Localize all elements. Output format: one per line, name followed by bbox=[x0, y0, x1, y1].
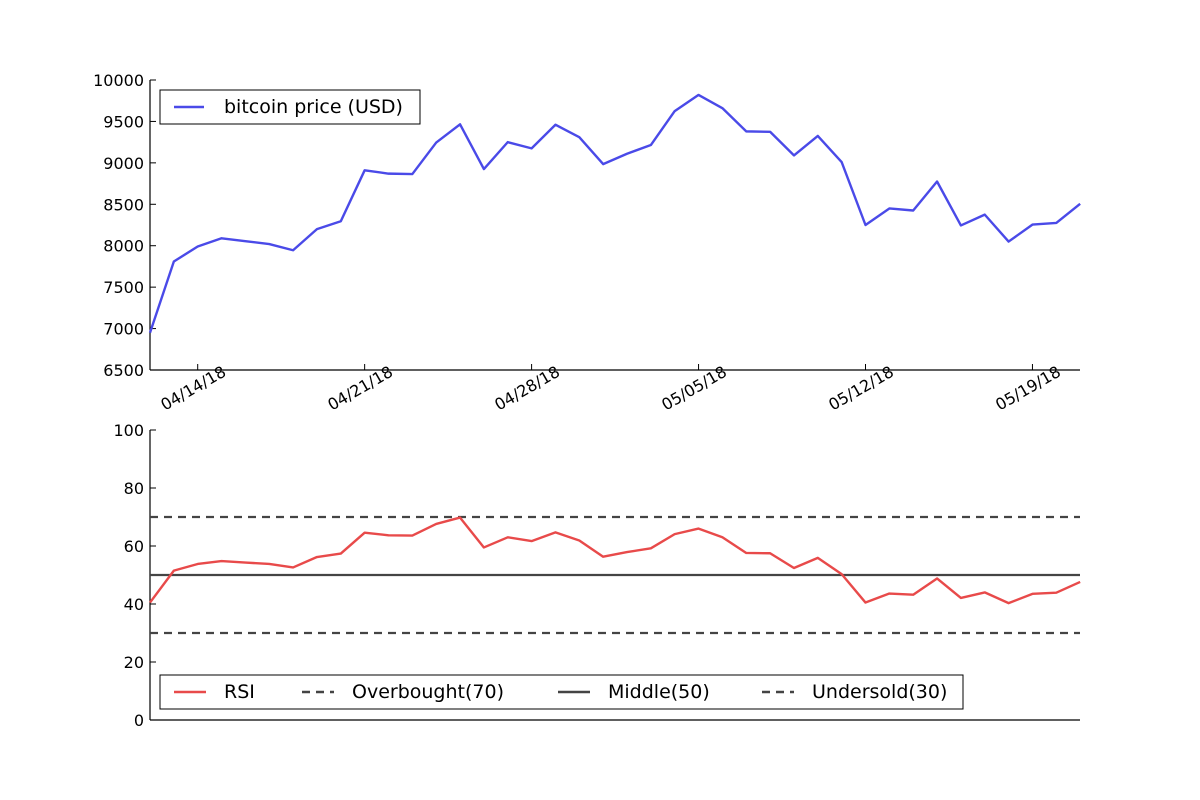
price-y-tick-label: 8500 bbox=[103, 195, 144, 214]
rsi-y-tick-label: 40 bbox=[124, 595, 144, 614]
rsi-chart: 0 20 40 60 80 100 RSI Overbought(70) Middle(50) U… bbox=[113, 421, 1081, 730]
rsi-y-tick-label: 0 bbox=[134, 711, 144, 730]
price-chart: 65007000750080008500900095001000004/14/1… bbox=[93, 71, 1081, 414]
rsi-y-tick-label: 100 bbox=[113, 421, 144, 440]
price-y-tick-label: 8000 bbox=[103, 237, 144, 256]
price-y-tick-label: 9500 bbox=[103, 112, 144, 131]
price-y-tick-label: 9000 bbox=[103, 154, 144, 173]
rsi-legend-label: Overbought(70) bbox=[352, 681, 504, 703]
rsi-legend-label: RSI bbox=[224, 681, 255, 703]
price-y-tick-label: 7500 bbox=[103, 278, 144, 297]
price-y-tick-label: 10000 bbox=[93, 71, 144, 90]
rsi-y-tick-label: 20 bbox=[124, 653, 144, 672]
price-y-tick-label: 6500 bbox=[103, 361, 144, 380]
rsi-legend-label: Middle(50) bbox=[608, 681, 710, 703]
rsi-legend: RSI Overbought(70) Middle(50) Undersold(30) bbox=[159, 674, 964, 710]
price-legend: bitcoin price (USD) bbox=[159, 89, 421, 125]
price-y-tick-label: 7000 bbox=[103, 320, 144, 339]
price-series-line bbox=[148, 93, 1081, 334]
price-legend-label: bitcoin price (USD) bbox=[224, 96, 403, 118]
rsi-y-tick-label: 60 bbox=[124, 537, 144, 556]
rsi-series-line bbox=[149, 516, 1081, 605]
rsi-y-tick-label: 80 bbox=[124, 479, 144, 498]
rsi-legend-label: Undersold(30) bbox=[812, 681, 947, 703]
